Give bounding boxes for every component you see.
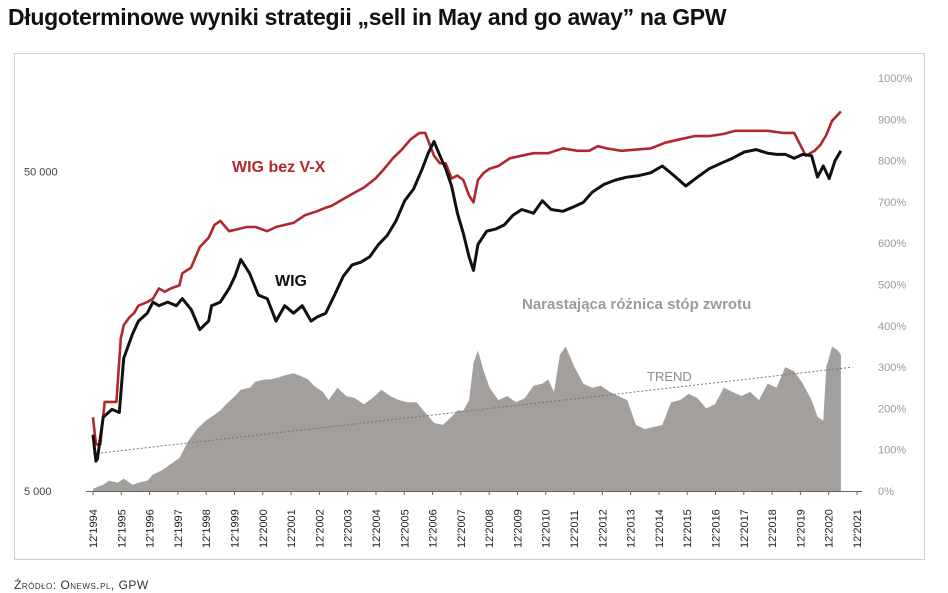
right-tick-label: 800% [878,156,906,168]
right-tick-label: 100% [878,445,906,457]
x-tick-label: 12'2017 [739,509,751,548]
left-tick-label: 5 000 [24,486,52,498]
x-tick-label: 12'1996 [145,509,157,548]
x-tick-label: 12'2000 [258,509,270,548]
x-tick-label: 12'2021 [852,509,864,548]
right-tick-label: 400% [878,321,906,333]
right-tick-label: 500% [878,280,906,292]
axis-layer: 0% 100% 200% 300% 400% 500% 600% 700% 800% 900% 10… [24,73,912,548]
x-tick-label: 12'2019 [795,509,807,548]
x-tick-label: 12'2014 [654,509,666,548]
x-tick-label: 12'1998 [201,509,213,548]
x-tick-label: 12'2020 [824,509,836,548]
series-line-wig [91,140,843,463]
right-tick-label: 300% [878,362,906,374]
x-tick-label: 12'2004 [371,509,383,548]
x-tick-label: 12'2010 [541,509,553,548]
chart-title: Długoterminowe wyniki strategii „sell in… [8,4,727,30]
x-tick-label: 12'1995 [116,509,128,548]
line-series-layer [91,110,843,463]
trend-label: TREND [647,369,692,384]
right-tick-label: 0% [878,486,894,498]
x-tick-label: 12'2007 [456,509,468,548]
x-tick-label: 12'2003 [343,509,355,548]
source-note: Źródło: Onews.pl, GPW [14,578,149,592]
series-line-wig-bez-vx [91,110,842,446]
right-tick-label: 600% [878,238,906,250]
x-tick-label: 12'2012 [597,509,609,548]
annotation-layer: WIG bez V-X WIG Narastająca różnica stóp z… [232,159,751,313]
chart: TREND 0% 100% 200% 300% 400% 500% 600% 700% 800%… [24,73,912,548]
label-wig: WIG [275,273,307,290]
x-tick-label: 12'2002 [314,509,326,548]
x-tick-label: 12'2008 [484,509,496,548]
x-tick-label: 12'1994 [88,509,100,548]
left-tick-label: 50 000 [24,166,58,178]
x-tick-label: 12'2009 [512,509,524,548]
right-tick-label: 700% [878,197,906,209]
x-tick-label: 12'2016 [711,509,723,548]
x-tick-label: 12'2015 [682,509,694,548]
x-tick-label: 12'2001 [286,509,298,548]
chart-frame [14,53,925,560]
label-wig-bez-vx: WIG bez V-X [232,159,326,176]
x-tick-label: 12'1999 [229,509,241,548]
x-tick-label: 12'2006 [428,509,440,548]
x-tick-label: 12'2011 [569,510,581,548]
series-area-roznica [93,346,841,491]
trend-layer: TREND [92,366,853,455]
x-tick-label: 12'2013 [626,509,638,548]
right-tick-label: 200% [878,403,906,415]
x-tick-label: 12'1997 [173,509,185,548]
right-tick-label: 1000% [878,73,912,85]
right-tick-label: 900% [878,114,906,126]
label-roznica: Narastająca różnica stóp zwrotu [522,296,751,313]
area-series-layer [93,346,841,491]
trend-line [92,366,853,455]
x-tick-label: 12'2005 [399,509,411,548]
x-tick-label: 12'2018 [767,509,779,548]
